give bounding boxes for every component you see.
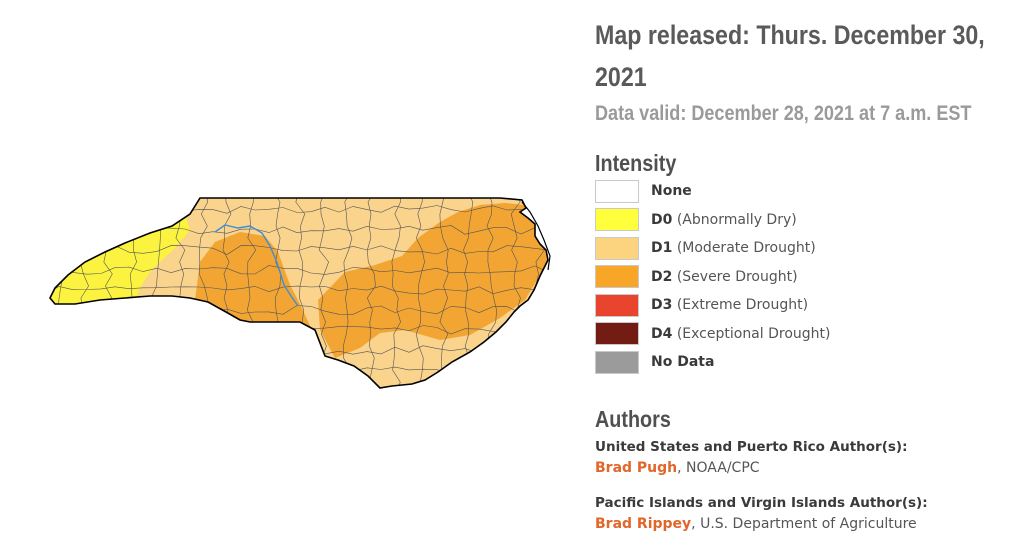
author-org: , NOAA/CPC <box>677 460 760 476</box>
legend-swatch-d3 <box>595 293 639 317</box>
legend-item-d2: D2 (Severe Drought) <box>595 263 830 292</box>
outer-banks <box>521 201 551 271</box>
county-line <box>535 198 545 388</box>
data-valid-subtitle: Data valid: December 28, 2021 at 7 a.m. … <box>595 102 972 125</box>
north-carolina-map <box>49 197 551 389</box>
river-line <box>214 224 299 307</box>
legend-code: No Data <box>651 354 715 371</box>
authors-heading: Authors <box>595 406 671 432</box>
legend-item-d4: D4 (Exceptional Drought) <box>595 320 830 349</box>
legend-desc: (Moderate Drought) <box>672 240 816 257</box>
legend-code: D4 <box>651 325 673 342</box>
county-line <box>391 198 401 388</box>
d2-region-central <box>318 203 548 358</box>
info-panel: Map released: Thurs. December 30, 2021 D… <box>595 14 1015 532</box>
state-outline <box>49 197 549 389</box>
legend-code: D1 <box>651 240 673 257</box>
legend-desc: (Abnormally Dry) <box>672 211 797 228</box>
legend-swatch-no-data <box>595 350 639 374</box>
legend-code: D2 <box>651 268 673 285</box>
county-line <box>342 198 353 388</box>
legend-code: D0 <box>651 211 673 228</box>
legend-swatch-none <box>595 179 639 203</box>
legend-item-d0: D0 (Abnormally Dry) <box>595 206 830 235</box>
county-line <box>50 285 548 295</box>
author-link-brad-pugh[interactable]: Brad Pugh <box>595 460 678 476</box>
legend-item-no-data: No Data <box>595 348 830 377</box>
legend-swatch-d0 <box>595 208 639 232</box>
county-line <box>439 198 449 388</box>
legend-swatch-d4 <box>595 322 639 346</box>
county-line <box>50 365 548 375</box>
d2-region-west <box>195 232 312 330</box>
pacific-vi-author-line: Brad Rippey, U.S. Department of Agricult… <box>595 516 917 532</box>
d0-region <box>50 214 190 320</box>
legend-item-d1: D1 (Moderate Drought) <box>595 234 830 263</box>
legend-desc: (Extreme Drought) <box>672 297 809 314</box>
legend-item-none: None <box>595 177 830 206</box>
pacific-vi-author-label: Pacific Islands and Virgin Islands Autho… <box>595 495 928 511</box>
legend-code: D3 <box>651 297 673 314</box>
us-pr-author-line: Brad Pugh, NOAA/CPC <box>595 460 760 476</box>
author-link-brad-rippey[interactable]: Brad Rippey <box>595 516 692 532</box>
legend-swatch-d1 <box>595 236 639 260</box>
us-pr-author-label: United States and Puerto Rico Author(s): <box>595 439 908 455</box>
county-line <box>50 265 548 275</box>
county-line <box>415 198 425 388</box>
legend-swatch-d2 <box>595 265 639 289</box>
legend-desc: (Exceptional Drought) <box>672 325 831 342</box>
map-released-title: Map released: Thurs. December 30, 2021 <box>595 20 985 92</box>
legend-desc: (Severe Drought) <box>672 268 798 285</box>
county-line <box>366 198 377 388</box>
intensity-heading: Intensity <box>595 150 677 176</box>
author-org: , U.S. Department of Agriculture <box>691 516 917 532</box>
legend: None D0 (Abnormally Dry) D1 (Moderate Dr… <box>595 177 830 377</box>
county-line <box>50 245 548 255</box>
legend-item-d3: D3 (Extreme Drought) <box>595 291 830 320</box>
legend-code: None <box>651 183 692 200</box>
drought-map <box>49 197 551 389</box>
